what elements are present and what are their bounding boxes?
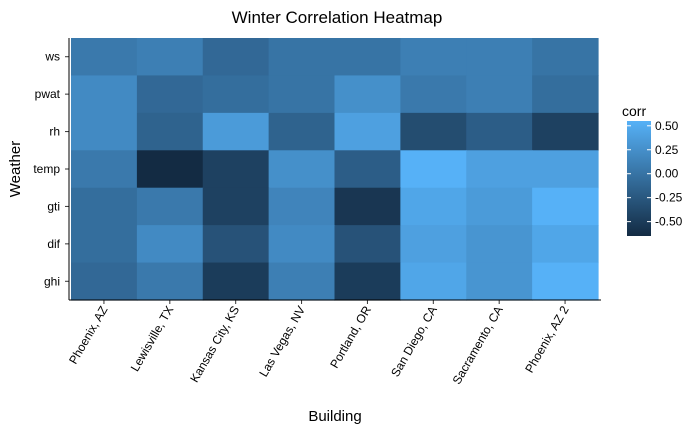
heatmap-cell	[268, 38, 336, 77]
heatmap-cell	[136, 38, 204, 77]
heatmap-cell	[532, 150, 599, 189]
y-axis-title: Weather	[7, 141, 24, 197]
heatmap-cell	[334, 225, 401, 264]
x-axis-ticks: Phoenix, AZ Lewisville, TX Kansas City, KS…	[66, 300, 572, 387]
heatmap-cell	[71, 262, 138, 301]
x-tick-label: Lewisville, TX	[128, 304, 177, 374]
heatmap-cell	[334, 75, 401, 114]
heatmap-cell	[466, 75, 533, 114]
legend-tick-label: 0.25	[655, 143, 679, 157]
heatmap-cell	[268, 225, 336, 264]
heatmap-cell	[202, 75, 270, 114]
heatmap-cell	[532, 75, 599, 114]
heatmap-cells	[71, 38, 599, 301]
heatmap-cell	[466, 225, 533, 264]
heatmap-cell	[136, 262, 204, 301]
heatmap-cell	[466, 187, 533, 226]
heatmap-cell	[136, 150, 204, 189]
heatmap-cell	[532, 187, 599, 226]
legend-colorbar	[627, 121, 651, 236]
x-tick-label: Portland, OR	[327, 303, 374, 370]
heatmap-cell	[334, 38, 401, 77]
heatmap-cell	[466, 262, 533, 301]
heatmap-cell	[71, 150, 138, 189]
heatmap-cell	[202, 112, 270, 151]
heatmap-cell	[532, 38, 599, 77]
legend-tick-label: 0.00	[655, 167, 679, 181]
heatmap-cell	[202, 150, 270, 189]
y-tick-label: pwat	[35, 87, 61, 101]
heatmap-cell	[532, 225, 599, 264]
heatmap-cell	[400, 112, 467, 151]
y-axis-ticks: ws pwat rh temp gti dif ghi	[33, 50, 69, 288]
chart-title: Winter Correlation Heatmap	[232, 8, 443, 27]
heatmap-cell	[71, 225, 138, 264]
x-tick-label: Las Vegas, NV	[256, 304, 308, 380]
x-tick-label: Sacramento, CA	[450, 304, 506, 387]
x-axis-title: Building	[308, 408, 361, 425]
heatmap-cell	[71, 187, 138, 226]
y-tick-label: temp	[33, 162, 60, 176]
heatmap-cell	[532, 112, 599, 151]
heatmap-cell	[202, 262, 270, 301]
heatmap-cell	[202, 187, 270, 226]
y-tick-label: rh	[49, 125, 60, 139]
heatmap-cell	[400, 262, 467, 301]
heatmap-cell	[71, 38, 138, 77]
y-tick-label: ghi	[44, 274, 60, 288]
legend: corr 0.50 0.25 0.00 -0.25 -0.50	[622, 103, 683, 236]
x-tick-label: San Diego, CA	[388, 304, 440, 380]
y-tick-label: ws	[44, 50, 60, 64]
legend-tick-label: 0.50	[655, 119, 679, 133]
heatmap-cell	[136, 75, 204, 114]
x-tick-label: Phoenix, AZ	[66, 304, 110, 367]
heatmap-cell	[532, 262, 599, 301]
heatmap-cell	[400, 187, 467, 226]
heatmap-cell	[71, 112, 138, 151]
x-tick-label: Kansas City, KS	[187, 304, 242, 385]
heatmap-cell	[268, 112, 336, 151]
heatmap-cell	[71, 75, 138, 114]
heatmap-cell	[202, 38, 270, 77]
heatmap-cell	[136, 225, 204, 264]
x-tick-label: Phoenix, AZ 2	[522, 303, 572, 375]
heatmap-cell	[334, 150, 401, 189]
heatmap-cell	[400, 225, 467, 264]
heatmap-cell	[334, 112, 401, 151]
heatmap-cell	[202, 225, 270, 264]
y-tick-label: dif	[47, 237, 60, 251]
heatmap-cell	[400, 75, 467, 114]
heatmap-cell	[136, 187, 204, 226]
y-tick-label: gti	[47, 199, 60, 213]
heatmap-cell	[334, 262, 401, 301]
heatmap-cell	[400, 150, 467, 189]
heatmap-cell	[334, 187, 401, 226]
legend-title: corr	[622, 103, 646, 119]
heatmap-cell	[268, 262, 336, 301]
heatmap-cell	[466, 150, 533, 189]
heatmap-cell	[268, 75, 336, 114]
heatmap-cell	[400, 38, 467, 77]
legend-tick-label: -0.25	[655, 191, 683, 205]
heatmap-cell	[466, 38, 533, 77]
legend-tick-label: -0.50	[655, 215, 683, 229]
heatmap-cell	[268, 187, 336, 226]
heatmap-cell	[466, 112, 533, 151]
legend-ticks: 0.50 0.25 0.00 -0.25 -0.50	[627, 119, 683, 229]
heatmap-cell	[268, 150, 336, 189]
heatmap-cell	[136, 112, 204, 151]
